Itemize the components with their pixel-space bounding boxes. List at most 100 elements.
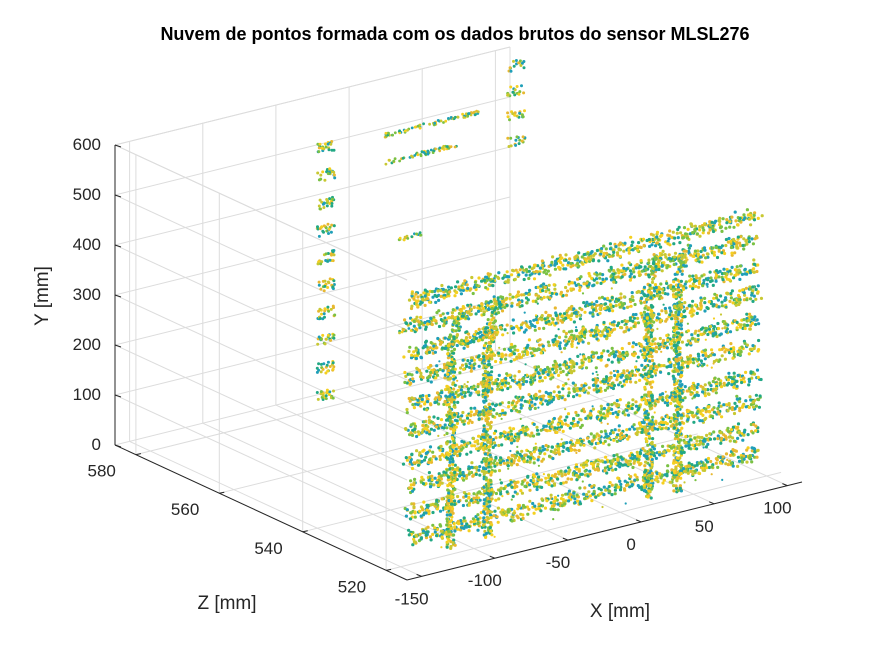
point-rail (601, 379, 605, 383)
point-rail (583, 497, 587, 501)
point-rail (695, 439, 699, 443)
point-rail (559, 425, 564, 429)
point-rail (441, 369, 445, 373)
point-rail (737, 298, 741, 302)
point-rail (628, 454, 632, 458)
point-rail (544, 310, 548, 314)
point-rail (662, 478, 666, 482)
point-rail (540, 485, 544, 489)
point-rail (469, 340, 473, 344)
point-rail (607, 406, 611, 410)
point-rail (703, 309, 707, 313)
point-rail (598, 411, 602, 415)
point-rail (566, 423, 570, 428)
point-rail (435, 370, 439, 374)
point-rail (620, 326, 624, 330)
point-rail (598, 311, 602, 315)
grid-line-x-floor (421, 368, 715, 505)
point-rail (618, 488, 623, 492)
point-rail (547, 482, 551, 487)
point-rail (613, 428, 617, 432)
point-rail (709, 324, 713, 329)
point-rail (732, 237, 736, 242)
point-rail (632, 354, 636, 358)
point-rail (590, 485, 594, 489)
point-rail (521, 353, 526, 357)
point-back-left (321, 367, 325, 371)
point-rail (636, 368, 641, 372)
point-rail (640, 430, 644, 434)
point-rail (714, 279, 718, 283)
point-rail (711, 283, 715, 287)
point-rail (606, 403, 610, 407)
point-rail (580, 472, 584, 476)
point-rail (730, 407, 735, 412)
point-rail (425, 408, 429, 412)
point-rail (596, 462, 600, 466)
point-rail (457, 445, 461, 449)
point-rail (709, 384, 713, 388)
point-rail (718, 381, 722, 385)
point-rail (623, 413, 627, 417)
point-rail (692, 309, 696, 313)
point-rail (555, 394, 559, 398)
point-rail (656, 480, 660, 484)
point-rail (513, 374, 517, 378)
point-rail (660, 473, 664, 477)
point-rail (617, 424, 621, 428)
point-rail (670, 424, 674, 428)
point-rail (747, 405, 751, 409)
point-back-segment (438, 146, 442, 150)
point-rail (742, 433, 746, 437)
point-rail (560, 421, 565, 425)
point-rail (512, 358, 517, 362)
point-rail (659, 282, 663, 286)
point-rail (496, 520, 500, 524)
point-rail (530, 400, 534, 404)
point-rail (558, 363, 562, 367)
point-rail (703, 468, 707, 472)
point-rail (665, 333, 669, 338)
point-rail (621, 357, 626, 361)
point-rail (668, 480, 672, 484)
point-rail (570, 365, 574, 370)
point-back-left (316, 227, 320, 231)
point-rail (739, 378, 744, 382)
point-rail (539, 351, 543, 355)
point-rail (461, 342, 465, 346)
point-rail (516, 432, 520, 436)
point-back-segment (449, 116, 453, 119)
point-rail (407, 533, 411, 537)
point-rail (685, 389, 689, 393)
point-rail (703, 394, 708, 398)
point-rail (408, 455, 412, 460)
point-rail (509, 429, 513, 433)
point-rail (578, 486, 582, 490)
chart-title: Nuvem de pontos formada com os dados bru… (160, 24, 749, 44)
point-rail (555, 498, 559, 502)
point-back-right (514, 59, 518, 62)
point-back-left (331, 367, 335, 371)
point-rail (535, 487, 539, 492)
point-rail (742, 380, 747, 384)
point-rail (427, 415, 431, 419)
point-back-segment (428, 122, 431, 126)
point-rail (564, 499, 568, 503)
point-rail (723, 350, 727, 354)
point-rail (750, 237, 754, 241)
point-rail (410, 452, 414, 456)
point-back-left (330, 202, 334, 205)
point-rail (507, 405, 511, 409)
point-rail (506, 386, 510, 391)
point-rail (723, 326, 727, 330)
point-rail (465, 364, 469, 368)
point-rail (410, 433, 415, 437)
point-rail (736, 422, 741, 426)
point-rail (653, 342, 657, 346)
point-rail (666, 415, 670, 419)
point-rail (691, 287, 695, 291)
point-rail (747, 240, 751, 244)
point-rail (667, 253, 671, 257)
point-back-segment (407, 327, 411, 330)
point-back-segment (393, 157, 397, 161)
